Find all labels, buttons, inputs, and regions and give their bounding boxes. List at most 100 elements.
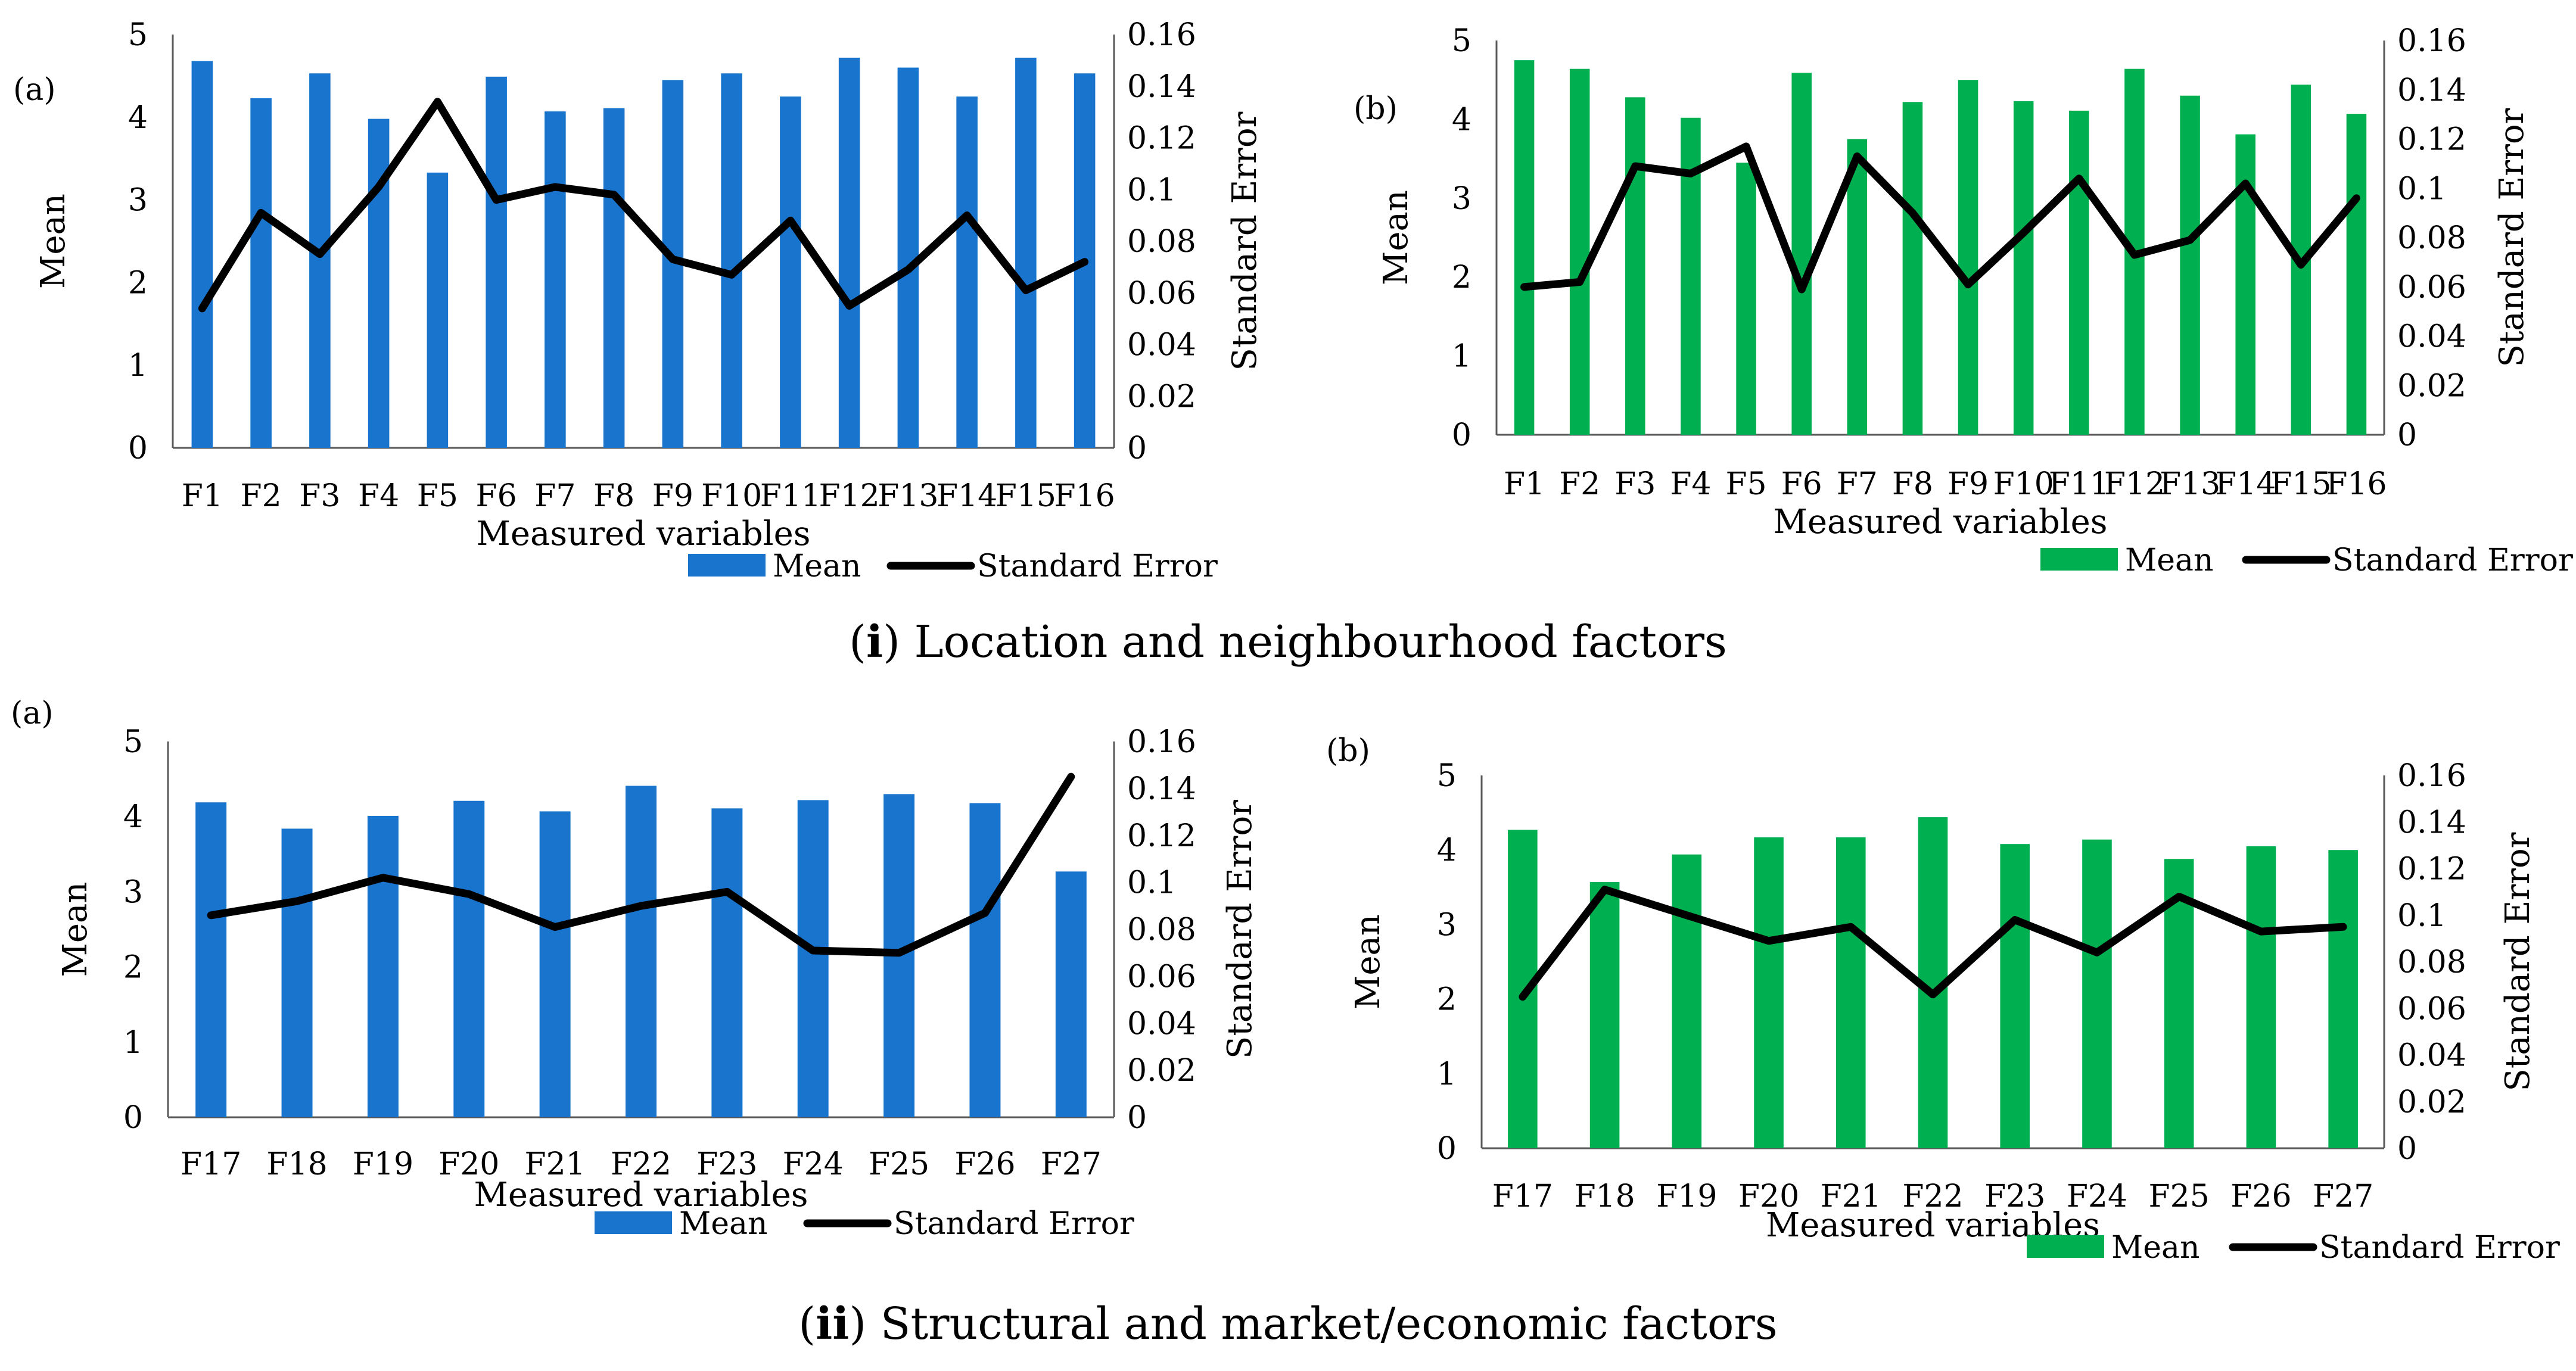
x-tick-label: F13 xyxy=(878,478,938,514)
chart-i-a: (a) 0 1 2 3 4 5 0 0.02 0.04 0.06 0.08 0.1 0.12 0.14 0.1… xyxy=(13,17,1264,584)
y-tick-left: 2 xyxy=(128,265,148,301)
x-tick-label: F18 xyxy=(1574,1179,1635,1214)
y-tick-right: 0.14 xyxy=(2397,73,2466,108)
y-tick-left: 4 xyxy=(128,100,148,136)
y-tick-left: 0 xyxy=(128,431,148,466)
x-tick-label: F22 xyxy=(1902,1179,1963,1214)
legend-swatch-mean xyxy=(688,554,766,577)
y-tick-left: 4 xyxy=(1437,833,1457,868)
panel-label: (a) xyxy=(13,72,56,108)
y-tick-right: 0.1 xyxy=(2397,898,2447,934)
bar-F10 xyxy=(2013,101,2034,435)
caption-numeral: i xyxy=(866,616,883,668)
bar-F11 xyxy=(780,96,801,448)
y-tick-right: 0 xyxy=(2397,1131,2417,1167)
x-tick-label: F4 xyxy=(1670,466,1711,502)
bar-F17 xyxy=(195,802,227,1117)
bar-F10 xyxy=(721,73,742,448)
bar-F7 xyxy=(545,111,566,448)
legend-label-se: Standard Error xyxy=(894,1206,1134,1242)
bar-F5 xyxy=(427,172,449,448)
x-tick-label: F26 xyxy=(954,1146,1015,1182)
x-tick-label: F19 xyxy=(353,1146,413,1182)
bar-F7 xyxy=(1847,139,1868,435)
x-tick-label: F18 xyxy=(266,1146,327,1182)
y-tick-left: 5 xyxy=(1452,23,1471,59)
bar-F18 xyxy=(1589,882,1620,1148)
chart-ii-b: (b) 0 1 2 3 4 5 0 0.02 0.04 0.06 0.08 0.1 0.12 0.14 0.1… xyxy=(1326,733,2560,1266)
x-tick-label: F17 xyxy=(181,1146,241,1182)
y-tick-right: 0.12 xyxy=(1127,121,1196,157)
y-tick-left: 1 xyxy=(1452,339,1471,375)
bar-F16 xyxy=(2346,114,2367,435)
bar-F4 xyxy=(368,119,390,448)
y-tick-right: 0.06 xyxy=(2397,270,2466,306)
x-axis-label: Measured variables xyxy=(474,1176,808,1214)
x-tick-label: F4 xyxy=(358,478,399,514)
caption-i: (i) Location and neighbourhood factors xyxy=(849,616,1727,668)
y-tick-left: 4 xyxy=(123,799,143,835)
x-tick-label: F7 xyxy=(534,478,575,514)
y-tick-right: 0.12 xyxy=(1127,818,1196,854)
chart-ii-a: (a) 0 1 2 3 4 5 0 0.02 0.04 0.06 0.08 0.1 0.12 0.14 0.1… xyxy=(11,696,1259,1242)
x-tick-label: F2 xyxy=(1559,466,1600,502)
y-tick-right: 0 xyxy=(2397,417,2417,453)
y-tick-right: 0.14 xyxy=(1127,69,1196,105)
caption-text: Location and neighbourhood factors xyxy=(914,616,1726,668)
x-tick-label: F5 xyxy=(1725,466,1766,502)
legend-label-se: Standard Error xyxy=(977,549,1218,584)
x-tick-label: F11 xyxy=(760,478,821,514)
y-tick-right: 0.06 xyxy=(2397,991,2466,1027)
y-tick-left: 3 xyxy=(123,874,143,910)
x-tick-label: F26 xyxy=(2230,1179,2291,1214)
bar-F5 xyxy=(1736,163,1756,435)
y-tick-right: 0.02 xyxy=(2397,1085,2466,1120)
x-tick-label: F7 xyxy=(1837,466,1878,502)
y-axis-label-right: Standard Error xyxy=(1225,111,1264,370)
panel-label: (b) xyxy=(1326,733,1370,769)
x-tick-label: F9 xyxy=(1947,466,1989,502)
y-tick-right: 0.04 xyxy=(2397,319,2466,355)
y-tick-left: 5 xyxy=(128,17,148,53)
x-tick-label: F21 xyxy=(1821,1179,1881,1214)
x-tick-label: F1 xyxy=(182,478,223,514)
x-tick-label: F1 xyxy=(1504,466,1545,502)
y-tick-right: 0 xyxy=(1127,431,1147,466)
y-tick-left: 1 xyxy=(128,348,148,384)
x-tick-label: F19 xyxy=(1656,1179,1717,1214)
x-tick-label: F23 xyxy=(1984,1179,2045,1214)
y-tick-right: 0.06 xyxy=(1127,959,1196,995)
standard-error-line xyxy=(207,772,1075,957)
bar-F26 xyxy=(969,803,1001,1117)
y-tick-right: 0.12 xyxy=(2397,122,2466,158)
bar-F24 xyxy=(797,800,829,1117)
bar-F2 xyxy=(1569,68,1590,435)
x-tick-label: F6 xyxy=(1781,466,1822,502)
legend-swatch-mean xyxy=(2027,1235,2104,1258)
y-tick-left: 1 xyxy=(123,1025,143,1061)
legend-label-se: Standard Error xyxy=(2319,1230,2560,1266)
x-tick-label: F3 xyxy=(299,478,340,514)
y-tick-right: 0.08 xyxy=(2397,945,2466,980)
caption-paren-open: ( xyxy=(798,1298,816,1350)
x-tick-label: F6 xyxy=(476,478,517,514)
legend-label-mean: Mean xyxy=(773,549,861,584)
panel-label: (b) xyxy=(1354,91,1398,127)
y-tick-left: 5 xyxy=(123,724,143,760)
bar-F18 xyxy=(281,828,313,1117)
y-tick-right: 0.02 xyxy=(1127,379,1196,415)
y-tick-right: 0.08 xyxy=(2397,220,2466,256)
y-tick-left: 0 xyxy=(123,1100,143,1136)
x-tick-label: F15 xyxy=(2270,466,2331,502)
y-tick-left: 0 xyxy=(1452,417,1471,453)
x-tick-label: F16 xyxy=(2326,466,2387,502)
legend-swatch-mean xyxy=(2040,548,2118,571)
bar-F8 xyxy=(1902,102,1923,435)
x-tick-label: F12 xyxy=(2104,466,2165,502)
x-tick-label: F27 xyxy=(1041,1146,1102,1182)
y-tick-left: 1 xyxy=(1437,1057,1457,1092)
y-tick-right: 0.16 xyxy=(1127,17,1196,53)
legend-label-mean: Mean xyxy=(2125,543,2214,578)
y-tick-right: 0.04 xyxy=(1127,1006,1196,1042)
